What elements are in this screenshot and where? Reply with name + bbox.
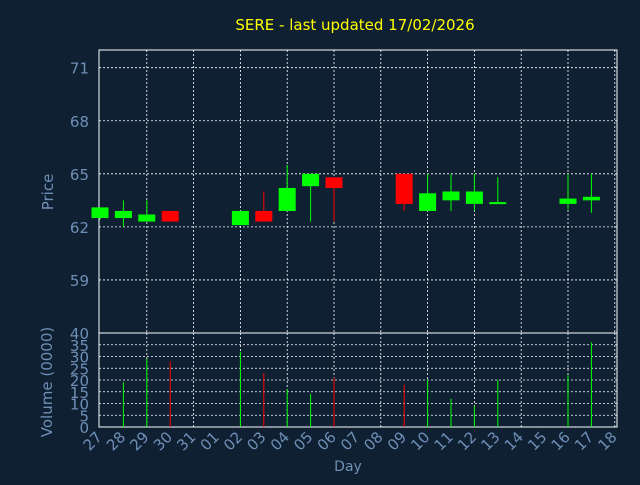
- candle-body: [325, 177, 343, 188]
- candle-body: [559, 198, 577, 204]
- candle-body: [419, 193, 437, 211]
- x-tick-label: 12: [454, 428, 480, 454]
- price-plot-frame: [98, 49, 618, 334]
- x-tick-label: 17: [571, 428, 597, 454]
- x-tick-label: 06: [314, 428, 340, 454]
- candle-body: [489, 202, 507, 205]
- price-y-tick-label: 71: [70, 60, 89, 78]
- candle-body: [442, 191, 460, 201]
- x-tick-label: 01: [197, 428, 223, 454]
- candle-body: [138, 214, 156, 222]
- x-tick-label: 03: [243, 428, 269, 454]
- volume-y-tick-label: 5: [79, 407, 89, 425]
- volume-y-tick-label: 20: [70, 372, 89, 390]
- price-y-tick-label: 62: [70, 219, 89, 237]
- volume-y-tick-label: 15: [70, 384, 89, 402]
- x-axis-label: Day: [334, 459, 362, 475]
- candle-body: [91, 207, 109, 219]
- volume-axis-label: Volume (0000): [38, 327, 56, 437]
- price-axis-label: Price: [39, 174, 57, 211]
- volume-bar-series: [122, 342, 592, 427]
- x-tick-label: 16: [548, 428, 574, 454]
- candle-body: [161, 210, 179, 222]
- volume-y-tick-label: 0: [79, 419, 89, 437]
- x-tick-label: 09: [384, 428, 410, 454]
- x-tick-label: 13: [477, 428, 503, 454]
- x-tick-label: 07: [337, 428, 363, 454]
- price-y-tick-labels: 71 68 65 62 59: [70, 60, 89, 290]
- candle-body: [231, 210, 249, 226]
- x-tick-label: 29: [126, 428, 152, 454]
- volume-y-tick-label: 25: [70, 360, 89, 378]
- x-tick-label: 11: [431, 428, 457, 454]
- x-tick-labels: 2728293031010203040506070809101112131415…: [80, 428, 621, 454]
- x-tick-label: 18: [594, 428, 620, 454]
- x-tick-label: 28: [103, 428, 129, 454]
- price-panel: 71 68 65 62 59 Price: [39, 49, 618, 334]
- volume-y-tick-label: 10: [70, 396, 89, 414]
- x-tick-label: 08: [360, 428, 386, 454]
- candlestick-series: [91, 164, 600, 227]
- x-tick-label: 15: [524, 428, 550, 454]
- candle-body: [302, 173, 320, 187]
- x-tick-label: 14: [501, 428, 527, 454]
- x-tick-label: 04: [267, 428, 293, 454]
- chart-title: SERE - last updated 17/02/2026: [235, 16, 474, 34]
- candle-body: [114, 210, 132, 219]
- price-y-tick-label: 68: [70, 113, 89, 131]
- candle-body: [278, 187, 296, 211]
- candle-body: [255, 210, 273, 222]
- price-grid: [99, 50, 617, 333]
- candle-body: [395, 173, 413, 204]
- x-tick-label: 30: [150, 428, 176, 454]
- volume-grid: [99, 333, 617, 427]
- x-tick-label: 05: [290, 428, 316, 454]
- x-tick-label: 31: [173, 428, 199, 454]
- volume-y-tick-label: 30: [70, 349, 89, 367]
- x-tick-label: 10: [407, 428, 433, 454]
- x-tick-label: 02: [220, 428, 246, 454]
- volume-y-tick-label: 40: [70, 325, 89, 343]
- candle-body: [582, 196, 600, 201]
- price-y-tick-label: 59: [70, 272, 89, 290]
- volume-y-tick-label: 35: [70, 337, 89, 355]
- price-y-tick-label: 65: [70, 166, 89, 184]
- candle-body: [465, 191, 483, 204]
